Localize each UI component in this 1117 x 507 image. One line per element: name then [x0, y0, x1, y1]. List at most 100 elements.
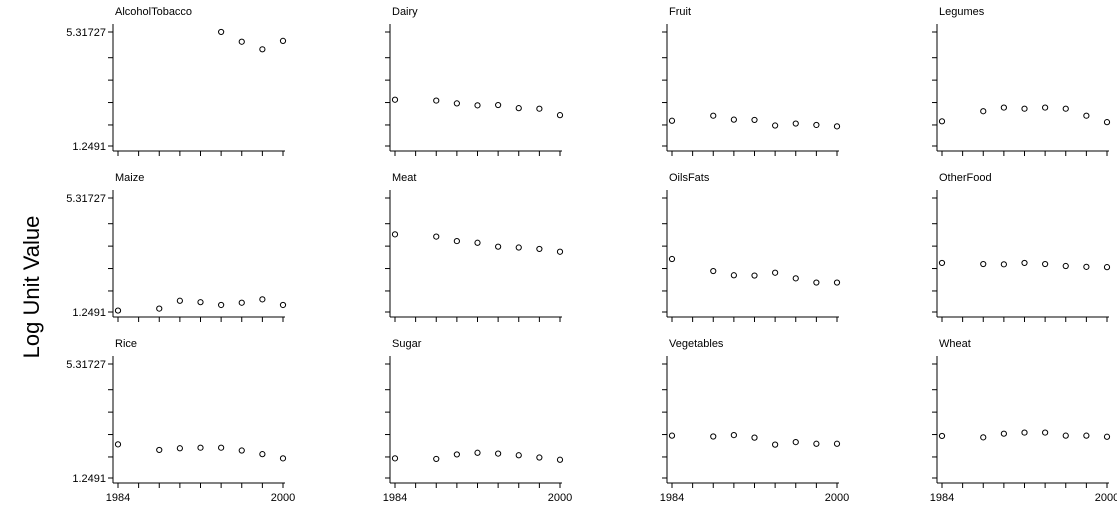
data-point — [495, 243, 502, 250]
data-point — [833, 440, 841, 447]
data-point — [730, 272, 737, 279]
data-point — [176, 297, 183, 304]
panel-wheat: Wheat 1984 2000 — [930, 338, 1117, 504]
panel-oilsfats: OilsFats — [662, 172, 841, 322]
data-point — [238, 38, 245, 45]
data-point — [730, 116, 737, 123]
data-point — [938, 432, 946, 440]
data-point — [391, 455, 399, 462]
data-point — [453, 451, 460, 458]
data-point — [1083, 112, 1090, 119]
panel-title: Legumes — [939, 6, 985, 18]
data-point — [1062, 432, 1069, 439]
data-point — [1062, 262, 1069, 270]
data-point — [772, 441, 779, 448]
panel-title: Meat — [392, 172, 416, 184]
data-point — [1042, 104, 1049, 111]
data-point — [710, 267, 717, 275]
panel-title: Dairy — [392, 6, 418, 18]
data-point — [668, 117, 676, 124]
x-tick-label: 1984 — [383, 492, 407, 504]
data-point — [1000, 104, 1007, 111]
data-point — [751, 116, 758, 124]
data-point — [453, 237, 460, 245]
data-point — [197, 299, 204, 306]
data-point — [114, 307, 122, 314]
data-point — [1042, 260, 1049, 268]
data-point — [536, 454, 543, 461]
panel-fruit: Fruit — [662, 6, 841, 156]
data-point — [792, 439, 799, 446]
data-point — [279, 301, 287, 309]
y-tick-label: 1.2491 — [72, 141, 106, 153]
data-point — [279, 455, 287, 462]
data-point — [515, 105, 522, 112]
data-point — [751, 272, 758, 279]
data-point — [218, 28, 225, 36]
data-point — [259, 296, 266, 303]
data-point — [938, 118, 946, 125]
data-point — [1042, 429, 1049, 436]
x-tick-label: 2000 — [271, 492, 295, 504]
data-point — [218, 301, 225, 309]
panels: AlcoholTobacco 1.2491 5.31727 Dairy Fruit Leg… — [66, 6, 1117, 504]
panel-title: Sugar — [392, 338, 422, 350]
y-tick-label: 5.31727 — [66, 193, 106, 205]
data-point — [1103, 433, 1111, 440]
data-point — [556, 456, 564, 463]
panel-title: Maize — [115, 172, 144, 184]
data-point — [495, 101, 502, 109]
data-point — [176, 445, 183, 452]
data-point — [668, 255, 676, 263]
data-point — [156, 446, 163, 454]
data-point — [433, 97, 440, 104]
data-point — [453, 100, 460, 107]
data-point — [710, 433, 717, 440]
data-point — [474, 102, 481, 109]
panel-meat: Meat — [385, 172, 564, 322]
data-point — [391, 96, 399, 103]
data-point — [1062, 105, 1069, 112]
data-point — [474, 239, 481, 246]
data-point — [1103, 119, 1111, 126]
data-point — [980, 108, 987, 115]
data-point — [833, 123, 841, 130]
data-point — [474, 449, 481, 456]
data-point — [1021, 259, 1028, 267]
data-point — [556, 248, 564, 255]
panel-title: Wheat — [939, 338, 971, 350]
panel-title: Fruit — [669, 6, 691, 18]
x-tick-label: 2000 — [1095, 492, 1117, 504]
panel-otherfood: OtherFood — [932, 172, 1111, 322]
data-point — [218, 444, 225, 451]
data-point — [1083, 263, 1090, 270]
data-point — [980, 260, 987, 268]
data-point — [259, 451, 266, 458]
panel-rice: Rice 1.2491 5.31727 1984 2000 — [66, 338, 295, 504]
data-point — [1083, 432, 1090, 439]
data-point — [1000, 430, 1007, 437]
y-tick-label: 1.2491 — [72, 307, 106, 319]
data-point — [751, 434, 758, 441]
data-point — [1021, 105, 1028, 112]
data-point — [495, 450, 502, 457]
data-point — [197, 444, 204, 451]
data-point — [833, 279, 841, 286]
data-point — [938, 259, 946, 267]
data-point — [792, 120, 799, 127]
panel-maize: Maize 1.2491 5.31727 — [66, 172, 287, 322]
data-point — [259, 46, 266, 53]
data-point — [772, 269, 779, 276]
y-tick-label: 5.31727 — [66, 27, 106, 39]
panel-sugar: Sugar 1984 2000 — [383, 338, 572, 504]
panel-title: Vegetables — [669, 338, 724, 350]
data-point — [536, 105, 543, 112]
y-axis-label: Log Unit Value — [19, 216, 44, 359]
data-point — [710, 112, 717, 119]
data-point — [515, 452, 522, 459]
panel-dairy: Dairy — [385, 6, 564, 156]
data-point — [813, 279, 820, 286]
data-point — [1000, 261, 1007, 268]
x-tick-label: 2000 — [825, 492, 849, 504]
